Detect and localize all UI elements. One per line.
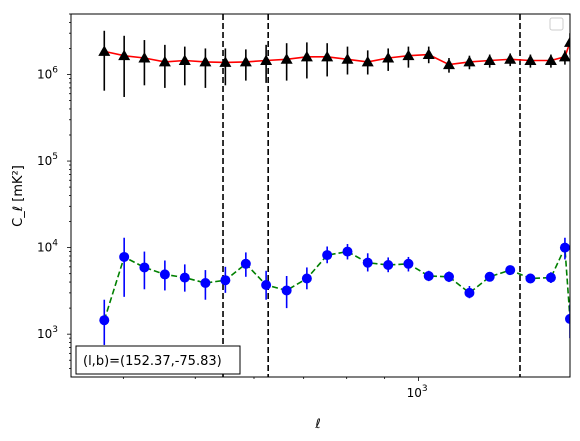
series-1-point-20 [505,265,516,276]
y-tick-label-exponent: 5 [52,152,58,162]
series-0-point-17 [442,58,455,70]
series-1-point-3 [159,269,170,280]
annotation-text: (l,b)=(152.37,-75.83) [83,354,222,369]
series-0-point-23 [558,50,570,62]
series-1-line [103,244,570,321]
series-1-point-9 [281,285,292,296]
series-0-point-9 [280,53,293,64]
series-0-point-15 [402,49,415,61]
series-1-point-8 [261,279,272,290]
series-0-point-1 [118,49,131,61]
series-1-point-5 [200,278,211,289]
y-tick-label-exponent: 3 [52,325,58,335]
y-axis-label: C_ℓ [mK²] [11,165,26,227]
series-1-point-23 [559,242,570,253]
series-1-point-0 [99,315,110,326]
series-1-point-22 [545,272,556,283]
series-0-point-7 [239,55,252,67]
y-axis: 103 104 105 106 [37,13,71,370]
series-0-point-12 [341,53,354,64]
series-1-point-7 [240,258,251,269]
plot-area [98,14,570,377]
x-axis-label: ℓ [314,417,320,432]
y-tick-label-exponent: 6 [52,66,58,76]
series-1-point-12 [342,246,353,257]
series-0-point-5 [199,55,212,67]
series-0-point-4 [178,54,191,66]
series-0-point-10 [300,50,313,62]
series-0-point-16 [422,48,435,60]
series-1-point-1 [119,251,130,262]
x-tick-label-exponent: 3 [422,384,428,394]
series-1-point-17 [443,271,454,282]
y-tick-label: 104 [37,239,58,255]
series-1-point-4 [179,272,190,283]
series-1-point-2 [139,262,150,273]
series-0-point-11 [321,50,334,62]
series-1-point-13 [362,257,373,268]
series-1-point-24 [565,313,570,324]
series-0-point-14 [382,52,395,63]
series-0-point-8 [260,54,273,66]
series-0-point-24 [564,36,570,47]
series-1-point-21 [525,273,536,284]
series-0-point-19 [483,54,496,66]
series-0-point-6 [219,56,232,67]
y-tick-label: 105 [37,152,58,168]
series-1-point-11 [322,250,333,261]
series-0-point-13 [361,55,374,67]
series-0-point-21 [524,54,537,66]
series-0-point-18 [463,55,476,67]
series-0-point-2 [138,52,151,63]
series-0-point-0 [98,45,111,56]
series-1-point-19 [484,271,495,282]
y-tick-label: 106 [37,66,58,82]
series-0-line [104,42,570,66]
series-1-point-16 [423,270,434,281]
series-0-point-20 [504,53,517,64]
series-0-point-3 [158,55,171,67]
legend-box [549,17,564,31]
y-tick-label: 103 [37,325,58,341]
series-1-point-18 [464,287,475,298]
x-axis: 103 [122,377,428,400]
axes-frame [70,13,571,378]
series-1-point-10 [301,273,312,284]
series-1-point-14 [383,259,394,270]
series-1-point-15 [403,258,414,269]
annotation-box [75,345,241,375]
y-tick-label-exponent: 4 [52,239,58,249]
x-tick-label: 103 [407,384,428,400]
series-1-point-6 [220,275,231,286]
series-0-point-22 [544,54,557,66]
